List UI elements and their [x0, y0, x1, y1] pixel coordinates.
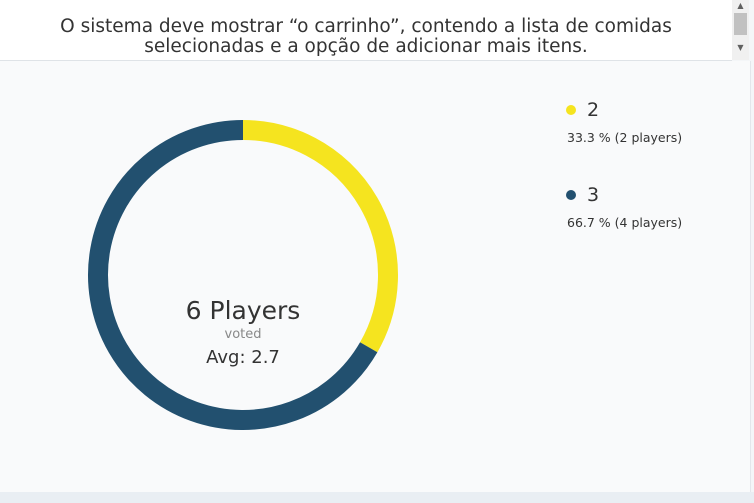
donut-slice-2	[242, 120, 398, 353]
players-count: 6 Players	[185, 296, 301, 325]
question-text-line-1: O sistema deve mostrar “o carrinho”, con…	[60, 16, 672, 37]
scroll-down-arrow-icon[interactable]: ▼	[737, 43, 744, 52]
question-text: O sistema deve mostrar “o carrinho”, con…	[0, 17, 732, 57]
legend-dot-yellow-icon	[566, 105, 576, 115]
donut-slices	[88, 120, 398, 430]
results-card: 6 Players voted Avg: 2.7 2 33.3 % (2 pla…	[0, 61, 751, 492]
question-header: O sistema deve mostrar “o carrinho”, con…	[0, 0, 732, 61]
donut-center-summary: 6 Players voted Avg: 2.7	[143, 296, 343, 369]
scroll-up-arrow-icon[interactable]: ▲	[737, 1, 744, 10]
scroll-thumb[interactable]	[734, 13, 747, 35]
legend-value: 3	[587, 184, 600, 206]
question-text-line-2: selecionadas e a opção de adicionar mais…	[144, 36, 588, 57]
legend-value: 2	[587, 99, 600, 121]
legend-detail: 33.3 % (2 players)	[567, 130, 683, 145]
bottom-strip	[0, 492, 754, 503]
donut-chart	[88, 120, 398, 430]
legend-detail: 66.7 % (4 players)	[567, 215, 683, 230]
header-scrollbar[interactable]: ▲ ▼	[732, 0, 749, 60]
donut-slice-3	[88, 120, 378, 430]
legend-dot-blue-icon	[566, 190, 576, 200]
average-value: Avg: 2.7	[206, 347, 280, 368]
voted-label: voted	[224, 327, 262, 342]
